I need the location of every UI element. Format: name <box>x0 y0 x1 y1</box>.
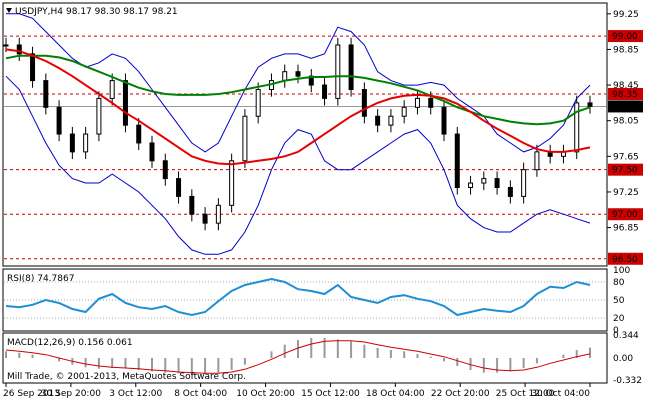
price-layer <box>3 13 593 255</box>
level-label-bg-1 <box>608 87 643 100</box>
ohlc-readout: 98.17 98.30 98.17 98.21 <box>66 7 178 17</box>
candle-body-0 <box>3 44 9 47</box>
macd-tick-label-2: -0.332 <box>613 376 642 386</box>
price-tick-label-6: 96.85 <box>613 224 639 234</box>
price-tick-label-4: 97.65 <box>613 152 639 162</box>
price-tick-label-3: 98.05 <box>613 117 639 127</box>
candle-body-31 <box>414 97 420 108</box>
rsi-tick-label-0: 100 <box>613 266 630 276</box>
candle-body-2 <box>30 53 36 82</box>
time-tick-label-4: 10 Oct 20:00 <box>236 389 295 399</box>
price-tick-label-5: 97.25 <box>613 188 639 198</box>
rsi-tick-label-2: 50 <box>613 296 625 306</box>
level-label-3: 97.00 <box>612 210 638 220</box>
macd-signal-line <box>5 340 591 374</box>
candle-body-38 <box>507 187 513 197</box>
time-tick-label-6: 18 Oct 04:00 <box>366 389 425 399</box>
level-label-0: 99.00 <box>612 32 638 42</box>
candle-body-24 <box>322 84 328 99</box>
macd-tick-label-1: 0.00 <box>613 354 633 364</box>
candle-body-22 <box>295 71 301 77</box>
level-label-4: 96.50 <box>612 255 638 265</box>
candle-body-18 <box>242 115 248 162</box>
time-tick-label-0: 26 Sep 2013 <box>3 389 60 399</box>
candle-body-4 <box>56 106 62 135</box>
price-tick-label-0: 99.25 <box>613 10 639 20</box>
copyright-text: Mill Trade, © 2001-2013, MetaQuotes Soft… <box>7 372 246 382</box>
candle-body-36 <box>481 178 487 184</box>
candle-body-27 <box>361 89 367 117</box>
candle-body-5 <box>69 133 75 153</box>
level-label-bg-4 <box>608 252 643 265</box>
candle-body-1 <box>16 44 22 55</box>
price-tick-label-1: 98.85 <box>613 45 639 55</box>
macd-panel <box>2 332 608 384</box>
candle-body-25 <box>335 44 341 99</box>
candle-body-7 <box>96 97 102 135</box>
time-tick-label-2: 3 Oct 12:00 <box>109 389 162 399</box>
candle-body-34 <box>454 133 460 189</box>
candle-body-19 <box>255 89 261 117</box>
candle-body-9 <box>122 80 128 126</box>
symbol-header: USDJPY,H4 <box>15 7 63 17</box>
macd-label: MACD(12,26,9) 0.156 0.061 <box>7 338 133 348</box>
bollinger-upper-line <box>6 13 591 153</box>
candle-body-40 <box>534 151 540 171</box>
candle-body-28 <box>375 115 381 126</box>
time-tick-label-9: 30 Oct 04:00 <box>531 389 590 399</box>
candle-body-10 <box>136 124 142 144</box>
rsi-tick-label-4: 0 <box>613 326 619 336</box>
candle-body-33 <box>441 106 447 135</box>
level-label-bg-3 <box>608 208 643 221</box>
time-tick-label-7: 22 Oct 20:00 <box>431 389 490 399</box>
candle-body-26 <box>348 44 354 91</box>
rsi-label: RSI(8) 74.7867 <box>7 274 74 284</box>
candle-body-8 <box>109 80 115 99</box>
candle-body-6 <box>83 133 89 153</box>
candle-body-29 <box>388 115 394 126</box>
candle-body-14 <box>189 195 195 215</box>
candle-body-43 <box>574 102 580 153</box>
level-label-2: 97.50 <box>612 166 638 176</box>
price-tick-label-2: 98.45 <box>613 81 639 91</box>
price-panel <box>2 2 608 267</box>
moving-average-red-line <box>5 48 591 166</box>
time-tick-label-3: 8 Oct 04:00 <box>174 389 227 399</box>
candle-body-44 <box>587 102 593 107</box>
macd-layer <box>5 338 591 374</box>
level-label-1: 98.35 <box>612 90 638 100</box>
time-tick-label-1: 30 Sep 20:00 <box>41 389 101 399</box>
candle-body-13 <box>176 178 182 197</box>
candle-body-35 <box>468 182 474 189</box>
rsi-tick-label-3: 20 <box>613 314 625 324</box>
candle-body-15 <box>202 213 208 224</box>
candle-body-32 <box>428 97 434 108</box>
candle-body-16 <box>215 204 221 224</box>
candle-body-11 <box>149 142 155 162</box>
macd-tick-label-0: 0.344 <box>613 331 639 341</box>
candle-body-17 <box>229 160 235 206</box>
candle-body-37 <box>494 178 500 189</box>
rsi-layer <box>4 277 606 319</box>
bollinger-lower-line <box>5 75 591 255</box>
rsi-tick-label-1: 80 <box>613 278 625 288</box>
candle-body-3 <box>43 80 49 108</box>
current-price-label: 98.21 <box>612 102 638 112</box>
current-price-label-bg <box>608 100 643 113</box>
levels-layer <box>4 35 606 260</box>
level-label-bg-0 <box>608 30 643 43</box>
candle-body-12 <box>162 160 168 180</box>
time-tick-label-5: 15 Oct 12:00 <box>301 389 360 399</box>
time-tick-label-8: 25 Oct 12:00 <box>496 389 555 399</box>
symbol-menu-triangle-icon[interactable] <box>6 8 12 13</box>
level-label-bg-2 <box>608 163 643 176</box>
rsi-line <box>5 277 591 317</box>
candle-body-39 <box>521 169 527 197</box>
axis-layer: 99.00 98.35 97.50 97.00 96.50 98.21 99.25 98.85… <box>3 10 643 399</box>
moving-average-green-line <box>5 54 591 126</box>
candle-body-30 <box>401 106 407 117</box>
candle-body-21 <box>282 71 288 82</box>
